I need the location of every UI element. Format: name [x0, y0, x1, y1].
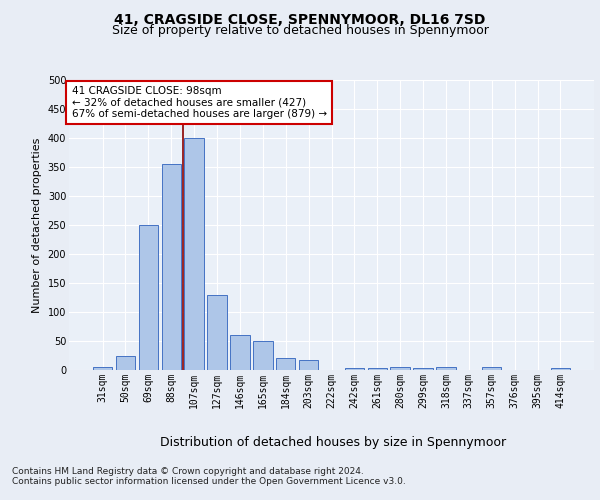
Bar	[413, 368, 433, 370]
Bar	[299, 360, 319, 370]
Bar	[276, 358, 295, 370]
Bar	[368, 368, 387, 370]
Bar	[344, 368, 364, 370]
Bar	[139, 225, 158, 370]
Text: Size of property relative to detached houses in Spennymoor: Size of property relative to detached ho…	[112, 24, 488, 37]
Bar	[482, 367, 502, 370]
Bar	[391, 367, 410, 370]
Text: 41 CRAGSIDE CLOSE: 98sqm
← 32% of detached houses are smaller (427)
67% of semi-: 41 CRAGSIDE CLOSE: 98sqm ← 32% of detach…	[71, 86, 327, 119]
Bar	[208, 294, 227, 370]
Y-axis label: Number of detached properties: Number of detached properties	[32, 138, 42, 312]
Bar	[116, 356, 135, 370]
Text: Distribution of detached houses by size in Spennymoor: Distribution of detached houses by size …	[160, 436, 506, 449]
Bar	[161, 164, 181, 370]
Bar	[253, 341, 272, 370]
Text: 41, CRAGSIDE CLOSE, SPENNYMOOR, DL16 7SD: 41, CRAGSIDE CLOSE, SPENNYMOOR, DL16 7SD	[115, 12, 485, 26]
Bar	[230, 335, 250, 370]
Text: Contains public sector information licensed under the Open Government Licence v3: Contains public sector information licen…	[12, 477, 406, 486]
Bar	[436, 367, 455, 370]
Bar	[184, 138, 204, 370]
Text: Contains HM Land Registry data © Crown copyright and database right 2024.: Contains HM Land Registry data © Crown c…	[12, 467, 364, 476]
Bar	[551, 368, 570, 370]
Bar	[93, 367, 112, 370]
